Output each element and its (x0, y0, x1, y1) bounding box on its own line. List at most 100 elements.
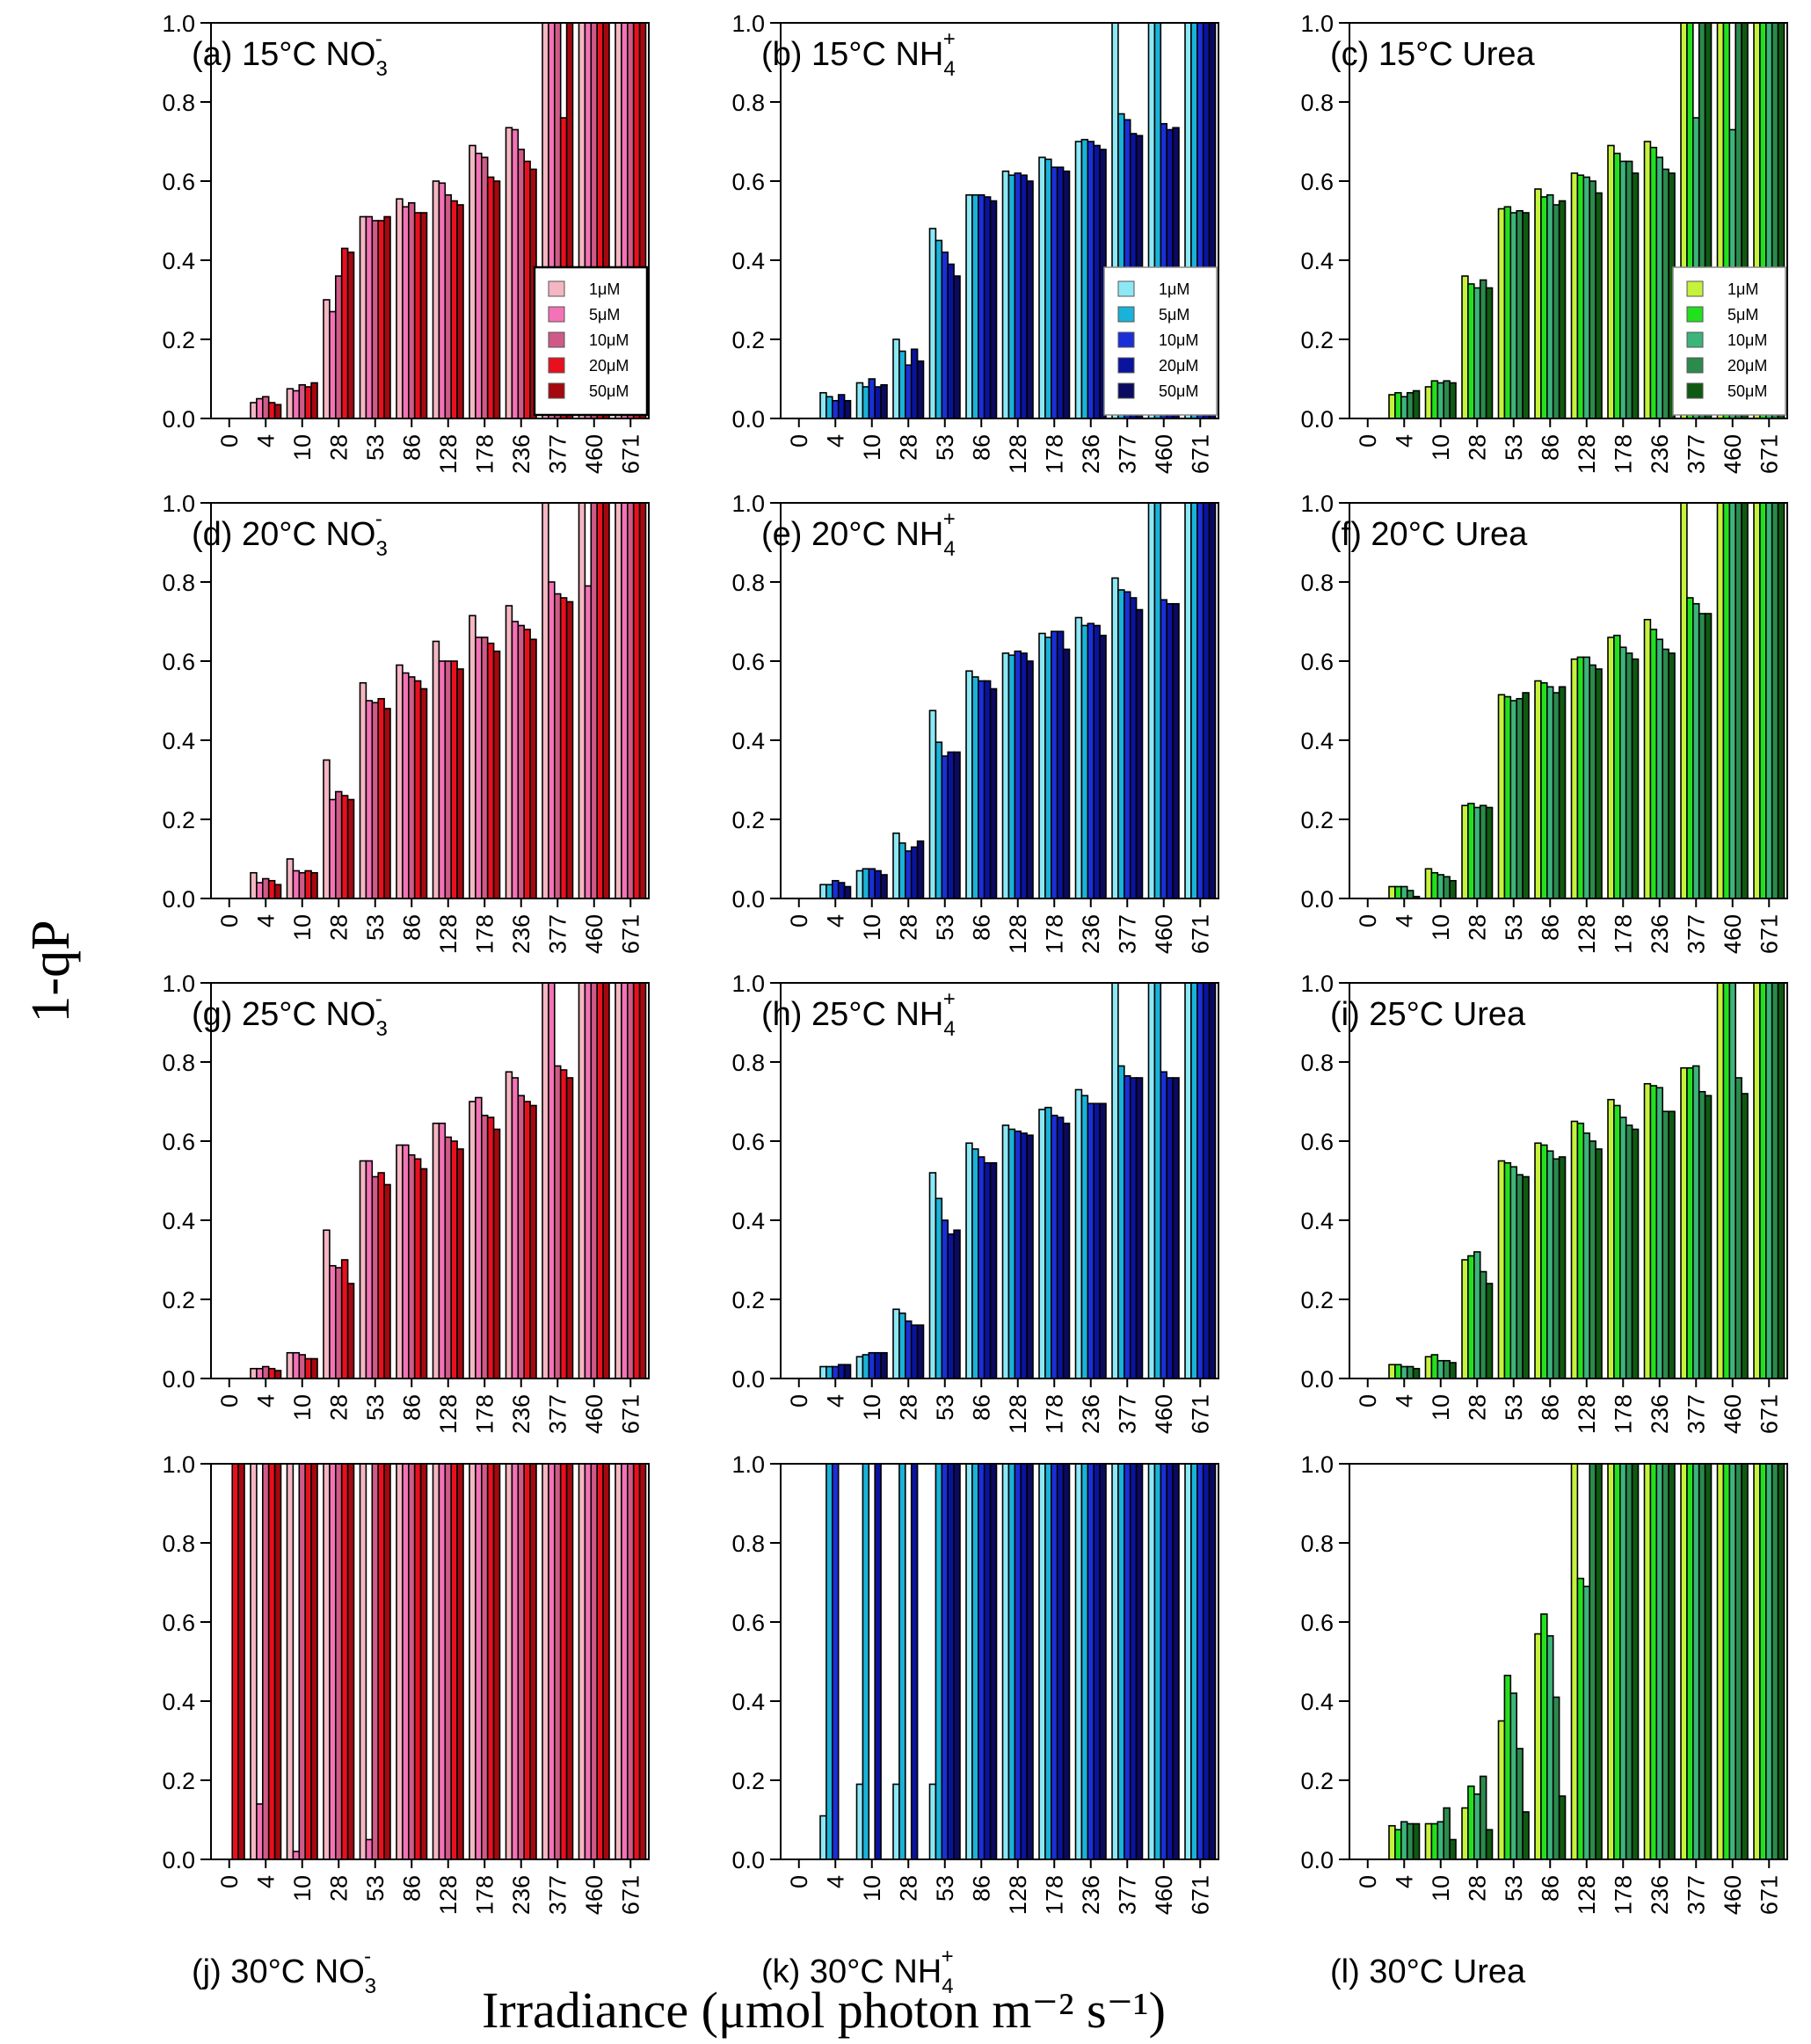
legend-label: 5μM (1159, 306, 1189, 324)
x-tick-label: 4 (822, 1875, 848, 1888)
bar-28-5μM (1467, 803, 1475, 899)
x-tick-label: 10 (1428, 1875, 1454, 1902)
legend-swatch (548, 306, 565, 323)
bar-53-50μM (953, 1463, 961, 1860)
bar-128-10μM (444, 1136, 452, 1379)
bar-10-50μM (1449, 1362, 1457, 1379)
bar-128-50μM (1595, 668, 1603, 899)
bar-236-1μM (1074, 1088, 1083, 1379)
bar-4-1μM (819, 884, 827, 899)
x-tick-label: 460 (1720, 1875, 1746, 1915)
y-tick-label: 0.8 (1300, 1050, 1334, 1076)
bar-28-50μM (1485, 287, 1494, 419)
bar-86-5μM (1540, 196, 1548, 419)
bar-236-10μM (1655, 638, 1664, 899)
bar-178-10μM (1619, 646, 1627, 899)
bar-671-10μM (626, 1463, 635, 1860)
y-tick-label: 0.6 (1300, 649, 1334, 675)
bar-460-20μM (1735, 1077, 1742, 1379)
bar-460-1μM (578, 1463, 586, 1860)
bar-86-10μM (978, 1156, 986, 1379)
bar-4-20μM (837, 394, 846, 419)
y-tick-label: 0.6 (162, 649, 195, 675)
bar-671-10μM (1196, 1463, 1204, 1860)
x-tick-label: 4 (822, 1394, 848, 1408)
y-tick-label: 0.2 (162, 807, 195, 833)
y-tick-label: 0.4 (731, 1689, 765, 1715)
bar-460-10μM (590, 1463, 598, 1860)
bar-28-20μM (1479, 1775, 1487, 1860)
panel-title-superscript: - (364, 1945, 371, 1968)
x-tick-label: 28 (895, 1394, 921, 1421)
bar-128-1μM (1001, 1463, 1010, 1860)
bar-53-5μM (935, 741, 943, 899)
bar-4-1μM (250, 1463, 258, 1860)
panel-title: (k) 30°C NH4 + (761, 1945, 954, 1998)
bar-236-5μM (1080, 1095, 1089, 1379)
bar-236-20μM (1662, 1110, 1669, 1379)
y-tick-label: 0.2 (162, 327, 195, 353)
bar-671-50μM (638, 1463, 647, 1860)
bar-128-5μM (1576, 174, 1585, 419)
panel-title-superscript: - (375, 507, 382, 531)
x-tick-label: 10 (1428, 914, 1454, 941)
bar-4-5μM (1394, 1364, 1402, 1379)
bar-10-5μM (292, 389, 301, 419)
bar-460-20μM (596, 502, 604, 899)
bar-86-50μM (989, 1161, 998, 1379)
x-tick-label: 86 (398, 434, 425, 461)
bar-377-10μM (1692, 1463, 1700, 1860)
x-tick-label: 53 (362, 1394, 389, 1421)
bar-236-50μM (1668, 1110, 1676, 1379)
bar-178-50μM (1062, 1122, 1071, 1379)
panel-title-subscript: 4 (943, 1017, 955, 1041)
y-tick-label: 0.2 (731, 807, 765, 833)
bar-10-20μM (304, 869, 312, 899)
x-tick-label: 28 (325, 914, 352, 941)
panel-title-main: (g) 25°C NO (192, 996, 375, 1033)
x-tick-label: 53 (932, 434, 958, 461)
bar-4-20μM (837, 1364, 846, 1379)
panel-title-main: (k) 30°C NH (761, 1953, 942, 1990)
bar-28-20μM (910, 846, 919, 899)
bar-460-50μM (602, 982, 610, 1379)
bar-28-1μM (323, 299, 331, 419)
x-tick-label: 86 (1537, 914, 1563, 941)
bar-460-1μM (1716, 502, 1725, 899)
bar-86-1μM (965, 1142, 973, 1379)
bar-4-50μM (273, 884, 282, 899)
bar-460-1μM (1716, 1463, 1725, 1860)
bar-460-50μM (1741, 1463, 1749, 1860)
y-tick-label: 0.6 (1300, 169, 1334, 195)
panel-a: 0.0 0.2 0.4 0.6 0.8 1.0 0 4 10 28 53 86 128 178 236 377… (162, 11, 650, 474)
bar-10-10μM (1436, 382, 1445, 419)
bar-86-20μM (413, 680, 422, 899)
bar-671-50μM (1208, 1463, 1217, 1860)
bar-236-50μM (1099, 1102, 1107, 1379)
bar-236-1μM (505, 605, 513, 899)
y-tick-label: 0.6 (731, 169, 765, 195)
bar-236-5μM (1649, 1085, 1658, 1379)
bar-128-10μM (1014, 1130, 1022, 1379)
bar-10-5μM (292, 1851, 301, 1860)
bar-28-20μM (340, 247, 349, 419)
x-tick-label: 10 (859, 434, 885, 461)
x-tick-label: 178 (1610, 434, 1636, 474)
bar-178-5μM (1044, 1463, 1052, 1860)
bar-178-20μM (1625, 1463, 1633, 1860)
bar-28-1μM (1461, 1807, 1469, 1860)
bar-10-10μM (1436, 874, 1445, 899)
y-tick-label: 1.0 (731, 1451, 765, 1478)
y-tick-label: 0.6 (162, 169, 195, 195)
bar-4-50μM (1412, 389, 1421, 419)
bar-86-5μM (971, 676, 979, 899)
panel-title: (g) 25°C NO3 - (192, 987, 388, 1041)
x-tick-label: 460 (1151, 1875, 1177, 1915)
legend-label: 10μM (1727, 331, 1767, 349)
bar-86-10μM (1546, 193, 1554, 419)
bar-28-5μM (898, 350, 906, 419)
bar-10-5μM (292, 1351, 301, 1379)
bar-10-10μM (868, 868, 876, 899)
x-tick-label: 4 (1391, 914, 1417, 927)
bar-671-50μM (1777, 982, 1786, 1379)
